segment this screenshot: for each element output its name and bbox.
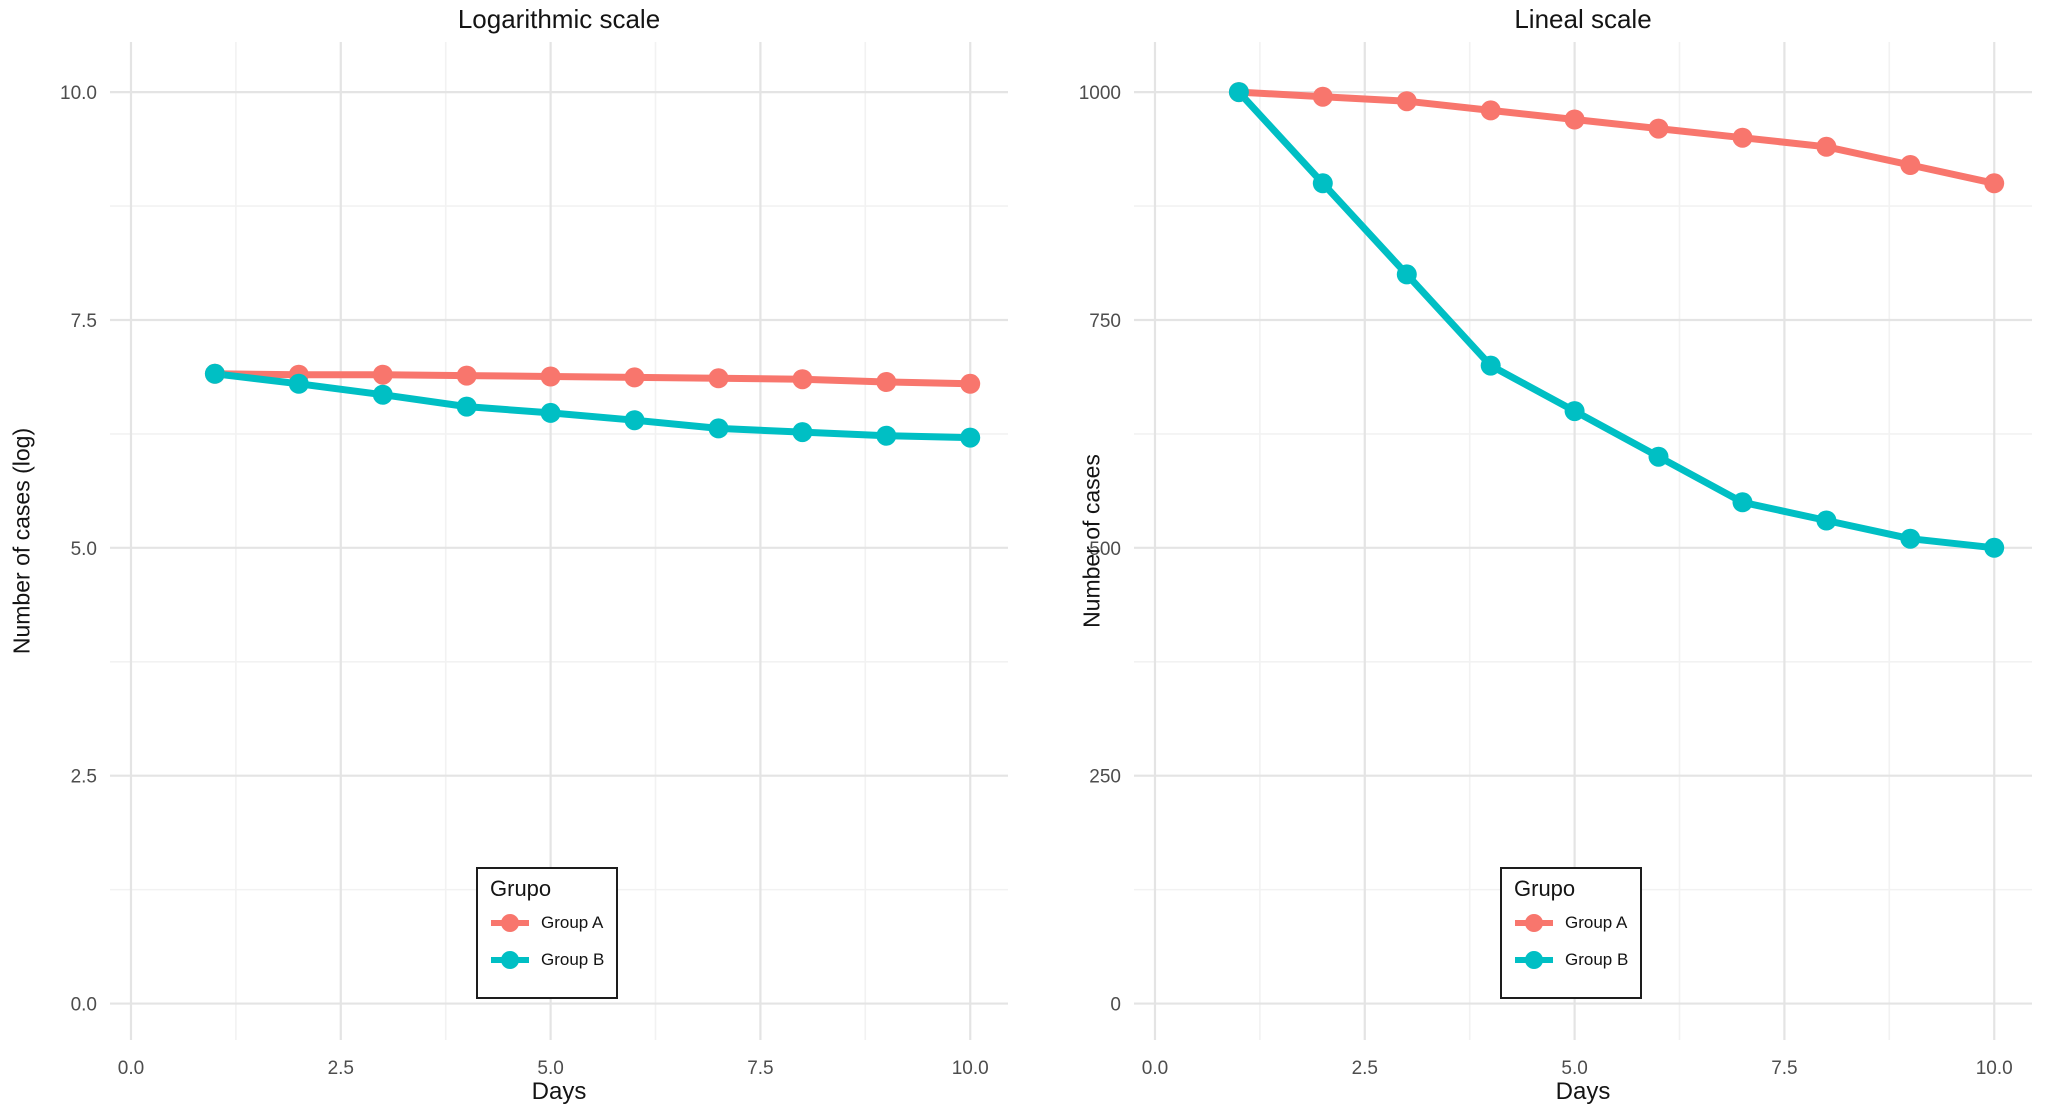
y-tick-label: 2.5 <box>71 767 97 788</box>
data-point-group-b <box>792 422 813 443</box>
data-point-group-a <box>1564 109 1585 130</box>
y-tick-label: 0.0 <box>71 995 97 1016</box>
group-b-line-dot-key-icon <box>1515 950 1553 969</box>
data-point-group-b <box>876 425 897 446</box>
y-tick-label: 7.5 <box>71 311 97 332</box>
lineal-chart-y-axis-title: Number of cases <box>1078 454 1105 628</box>
legend-item-group-a: Group A <box>1512 904 1630 941</box>
y-tick-label: 500 <box>1089 539 1121 560</box>
data-point-group-a <box>456 365 477 386</box>
legend-label-group-a: Group A <box>1565 912 1628 932</box>
data-point-group-a <box>540 366 561 387</box>
legend-item-group-a: Group A <box>488 904 606 941</box>
data-point-group-a <box>792 369 813 390</box>
legend-item-group-b: Group B <box>1512 941 1630 978</box>
x-tick-label: 5.0 <box>537 1058 563 1079</box>
data-point-group-b <box>1900 528 1921 549</box>
x-tick-label: 10.0 <box>1976 1058 2013 1079</box>
x-tick-label: 0.0 <box>1142 1058 1168 1079</box>
x-tick-label: 7.5 <box>747 1058 773 1079</box>
data-point-group-a <box>876 372 897 392</box>
data-point-group-a <box>1396 91 1417 112</box>
log-chart-y-axis-title: Number of cases (log) <box>8 427 35 655</box>
data-point-group-a <box>624 367 645 388</box>
series-line-group-b <box>211 370 974 442</box>
data-point-group-b <box>708 418 729 439</box>
log-chart-plot-area: 0.0 2.5 5.0 7.5 10.0 0.0 2.5 5.0 7.5 10.0 <box>60 42 1008 1079</box>
y-tick-label: 750 <box>1089 311 1121 332</box>
series-line-group-a <box>211 370 974 388</box>
data-point-group-a <box>708 368 729 389</box>
data-point-group-b <box>540 402 561 423</box>
data-point-group-b <box>1312 173 1333 194</box>
lineal-chart-plot-area: 0.0 2.5 5.0 7.5 10.0 0 250 500 750 1000 <box>1079 42 2032 1079</box>
x-tick-label: 5.0 <box>1561 1058 1587 1079</box>
legend-title: Grupo <box>1514 876 1576 901</box>
data-point-group-b <box>960 427 981 448</box>
y-tick-label: 5.0 <box>71 539 97 560</box>
log-chart-legend: Grupo Group A Group B <box>476 867 618 999</box>
lineal-chart-legend: Grupo Group A Group B <box>1500 867 1642 999</box>
data-point-group-b <box>288 373 309 394</box>
lineal-chart-title: Lineal scale <box>1514 4 1652 34</box>
data-point-group-b <box>1396 264 1417 285</box>
data-point-group-a <box>1900 155 1921 175</box>
x-tick-label: 2.5 <box>328 1058 354 1079</box>
y-tick-label: 10.0 <box>60 83 97 104</box>
y-tick-label: 250 <box>1089 767 1121 788</box>
data-point-group-a <box>960 373 981 394</box>
data-point-group-b <box>624 410 645 431</box>
x-tick-label: 7.5 <box>1771 1058 1797 1079</box>
data-point-group-a <box>1732 127 1753 148</box>
data-point-group-b <box>1228 82 1249 103</box>
series-line-group-a <box>1235 88 1998 187</box>
y-tick-label: 0 <box>1110 995 1121 1016</box>
data-point-group-b <box>372 384 393 405</box>
y-tick-label: 1000 <box>1079 83 1121 104</box>
log-chart-title: Logarithmic scale <box>457 4 661 34</box>
legend-item-group-b: Group B <box>488 941 606 978</box>
data-point-group-a <box>1984 173 2005 194</box>
data-point-group-a <box>372 364 393 385</box>
x-tick-label: 0.0 <box>118 1058 144 1079</box>
data-point-group-b <box>1732 492 1753 513</box>
data-point-group-a <box>1312 86 1333 107</box>
data-point-group-b <box>1984 537 2005 558</box>
data-point-group-b <box>1648 446 1669 467</box>
data-point-group-b <box>1564 401 1585 422</box>
legend-label-group-a: Group A <box>541 912 604 932</box>
legend-title: Grupo <box>490 876 552 901</box>
series-line-group-b <box>1235 88 1998 552</box>
data-point-group-b <box>456 396 477 417</box>
data-point-group-a <box>1816 136 1837 157</box>
data-point-group-b <box>1816 510 1837 531</box>
x-tick-label: 2.5 <box>1352 1058 1378 1079</box>
panel-logarithmic: 0.0 2.5 5.0 7.5 10.0 0.0 2.5 5.0 7.5 10.0 Logarit… <box>8 4 1008 1105</box>
group-b-line-dot-key-icon <box>491 950 529 969</box>
data-point-group-a <box>1648 118 1669 139</box>
lineal-chart-x-axis-title: Days <box>1555 1078 1611 1105</box>
data-point-group-a <box>1480 100 1501 121</box>
x-tick-label: 10.0 <box>952 1058 989 1079</box>
legend-label-group-b: Group B <box>1565 949 1629 969</box>
data-point-group-b <box>204 363 225 384</box>
group-a-line-dot-key-icon <box>491 913 529 932</box>
legend-label-group-b: Group B <box>541 949 605 969</box>
panel-lineal: 0.0 2.5 5.0 7.5 10.0 0 250 500 750 1000 Lineal sc… <box>1024 0 2048 1114</box>
log-chart-x-axis-title: Days <box>531 1078 587 1105</box>
data-point-group-b <box>1480 355 1501 376</box>
group-a-line-dot-key-icon <box>1515 913 1553 932</box>
